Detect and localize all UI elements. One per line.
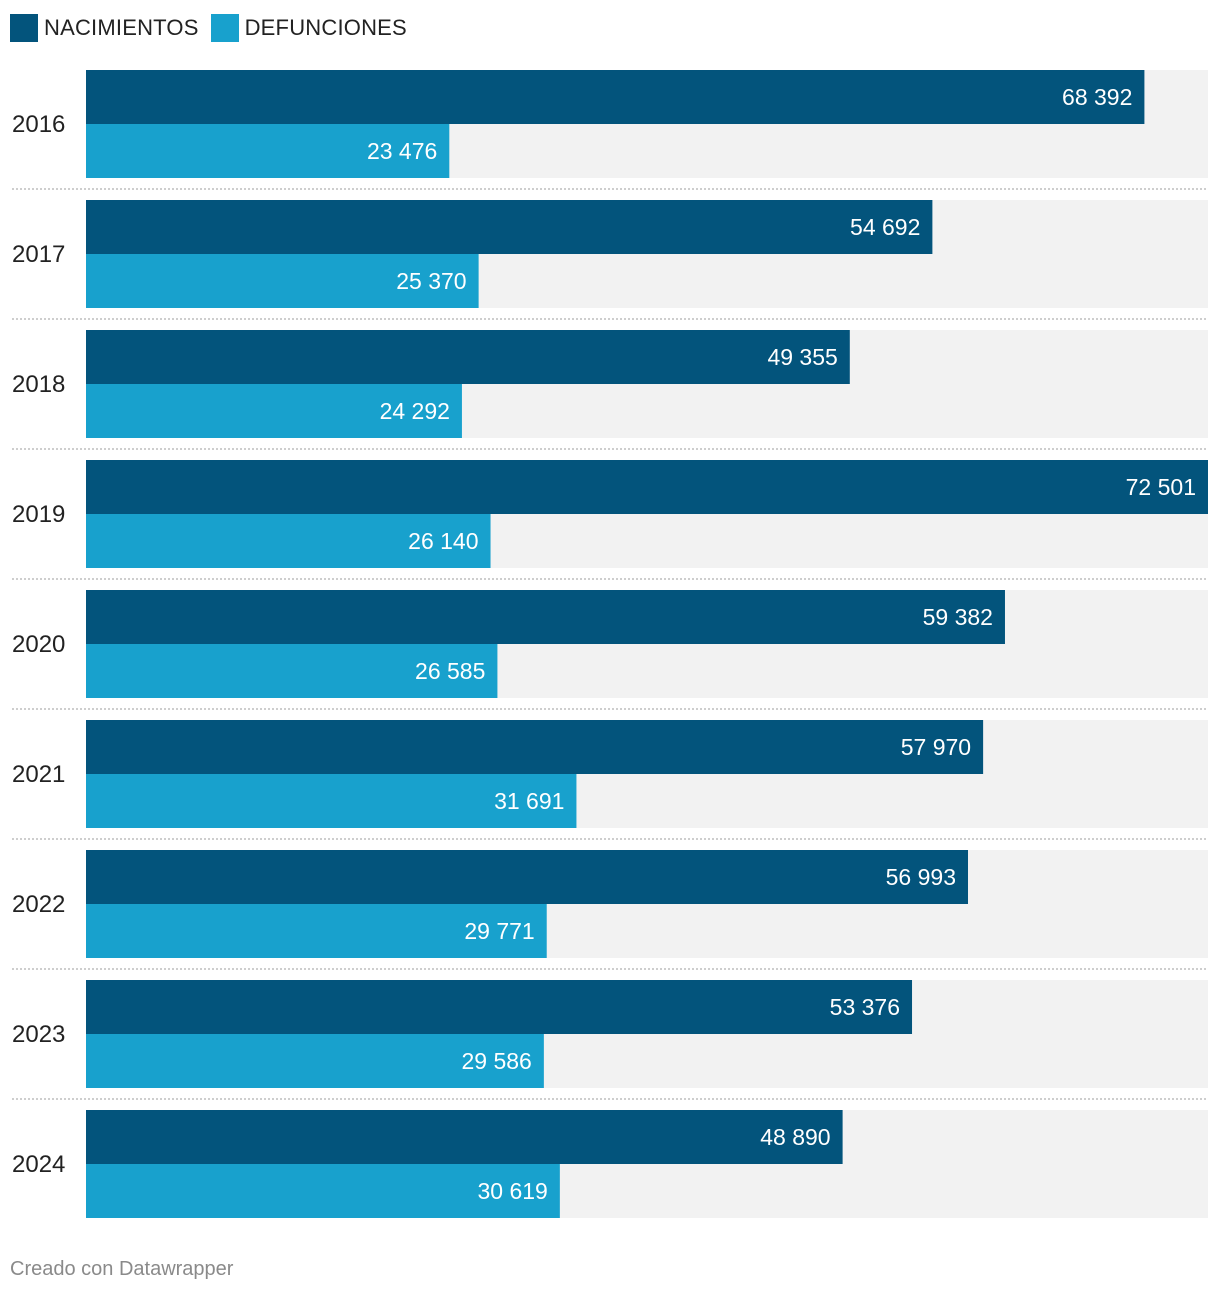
- bar-nacimientos-2017: [86, 200, 933, 254]
- category-label-2021: 2021: [12, 761, 65, 788]
- bar-group-2020: 2020 59 382 26 585: [12, 590, 1208, 710]
- data-label-defunciones-2023: 29 586: [462, 1048, 532, 1074]
- bar-chart: 2016 68 392 23 476 2017 54 692 25 370 2018 49 3…: [12, 70, 1208, 1218]
- bar-defunciones-2016: [86, 124, 450, 178]
- data-label-defunciones-2022: 29 771: [464, 918, 534, 944]
- data-label-nacimientos-2020: 59 382: [923, 604, 993, 630]
- bar-nacimientos-2024: [86, 1110, 843, 1164]
- category-label-2018: 2018: [12, 371, 65, 398]
- legend-swatch-nacimientos: [10, 14, 38, 42]
- data-label-defunciones-2016: 23 476: [367, 138, 437, 164]
- bar-nacimientos-2020: [86, 590, 1005, 644]
- bar-nacimientos-2019: [86, 460, 1208, 514]
- bar-group-2016: 2016 68 392 23 476: [12, 70, 1208, 190]
- data-label-nacimientos-2023: 53 376: [830, 994, 900, 1020]
- data-label-nacimientos-2017: 54 692: [850, 214, 920, 240]
- data-label-defunciones-2021: 31 691: [494, 788, 564, 814]
- data-label-nacimientos-2021: 57 970: [901, 734, 971, 760]
- bar-nacimientos-2021: [86, 720, 984, 774]
- category-label-2023: 2023: [12, 1021, 65, 1048]
- category-label-2016: 2016: [12, 111, 65, 138]
- data-label-defunciones-2019: 26 140: [408, 528, 478, 554]
- data-label-nacimientos-2016: 68 392: [1062, 84, 1132, 110]
- data-label-defunciones-2017: 25 370: [396, 268, 466, 294]
- legend-label-nacimientos: NACIMIENTOS: [44, 15, 199, 40]
- bar-group-2024: 2024 48 890 30 619: [12, 1110, 1208, 1218]
- data-label-defunciones-2018: 24 292: [380, 398, 450, 424]
- bar-nacimientos-2016: [86, 70, 1145, 124]
- data-label-defunciones-2020: 26 585: [415, 658, 485, 684]
- bar-group-2021: 2021 57 970 31 691: [12, 720, 1208, 840]
- data-label-defunciones-2024: 30 619: [477, 1178, 547, 1204]
- bar-group-2023: 2023 53 376 29 586: [12, 980, 1208, 1100]
- bar-defunciones-2020: [86, 644, 498, 698]
- category-label-2020: 2020: [12, 631, 65, 658]
- bar-defunciones-2017: [86, 254, 479, 308]
- data-label-nacimientos-2019: 72 501: [1126, 474, 1196, 500]
- bar-group-2022: 2022 56 993 29 771: [12, 850, 1208, 970]
- bar-nacimientos-2018: [86, 330, 850, 384]
- bar-defunciones-2022: [86, 904, 547, 958]
- data-label-nacimientos-2018: 49 355: [767, 344, 837, 370]
- data-label-nacimientos-2022: 56 993: [886, 864, 956, 890]
- legend-item-nacimientos: NACIMIENTOS: [10, 14, 199, 42]
- bar-defunciones-2021: [86, 774, 577, 828]
- legend-label-defunciones: DEFUNCIONES: [244, 15, 407, 40]
- category-label-2019: 2019: [12, 501, 65, 528]
- bar-group-2018: 2018 49 355 24 292: [12, 330, 1208, 450]
- legend-item-defunciones: DEFUNCIONES: [210, 14, 407, 42]
- category-label-2017: 2017: [12, 241, 65, 268]
- bar-defunciones-2023: [86, 1034, 544, 1088]
- data-label-nacimientos-2024: 48 890: [760, 1124, 830, 1150]
- bar-nacimientos-2023: [86, 980, 913, 1034]
- credit-text[interactable]: Creado con Datawrapper: [10, 1258, 234, 1280]
- bar-group-2019: 2019 72 501 26 140: [12, 460, 1208, 580]
- bar-defunciones-2024: [86, 1164, 560, 1218]
- bar-group-2017: 2017 54 692 25 370: [12, 200, 1208, 320]
- legend: NACIMIENTOS DEFUNCIONES: [10, 14, 419, 42]
- category-label-2024: 2024: [12, 1151, 65, 1178]
- category-label-2022: 2022: [12, 891, 65, 918]
- bar-defunciones-2019: [86, 514, 491, 568]
- legend-swatch-defunciones: [210, 14, 239, 42]
- bar-nacimientos-2022: [86, 850, 969, 904]
- bar-defunciones-2018: [86, 384, 462, 438]
